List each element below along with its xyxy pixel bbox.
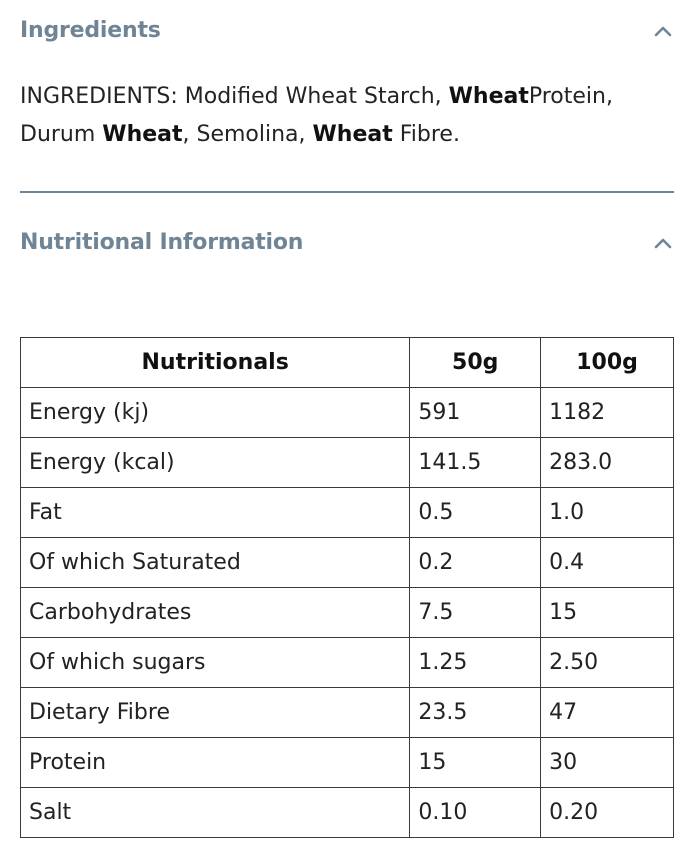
value-50g: 141.5 (409, 437, 542, 488)
ingredients-text-part: Protein, Durum (20, 84, 613, 147)
value-50g: 1.25 (409, 637, 542, 688)
table-row: Protein 15 30 (19, 737, 674, 788)
value-100g: 1.0 (540, 487, 674, 538)
value-50g: 23.5 (409, 687, 542, 738)
value-50g: 15 (409, 737, 542, 788)
section-divider (20, 191, 674, 193)
column-header: Nutritionals (19, 337, 411, 388)
ingredients-text: INGREDIENTS: Modified Wheat Starch, Whea… (20, 78, 674, 154)
nutrition-title: Nutritional Information (20, 230, 304, 255)
ingredients-title: Ingredients (20, 18, 161, 43)
nutrient-name: Energy (kj) (19, 387, 411, 438)
table-row: Of which Saturated 0.2 0.4 (19, 537, 674, 588)
value-100g: 15 (540, 587, 674, 638)
chevron-up-icon[interactable] (652, 228, 674, 258)
nutrition-accordion-header[interactable]: Nutritional Information (20, 228, 674, 258)
value-50g: 7.5 (409, 587, 542, 638)
chevron-up-icon[interactable] (652, 16, 674, 46)
value-50g: 591 (409, 387, 542, 438)
value-50g: 0.10 (409, 787, 542, 838)
value-100g: 0.20 (540, 787, 674, 838)
value-100g: 283.0 (540, 437, 674, 488)
value-50g: 0.5 (409, 487, 542, 538)
column-header: 100g (540, 337, 674, 388)
value-100g: 30 (540, 737, 674, 788)
table-header-row: Nutritionals 50g 100g (19, 337, 674, 388)
allergen-highlight: Wheat (102, 122, 183, 147)
table-row: Dietary Fibre 23.5 47 (19, 687, 674, 738)
nutrient-name: Of which Saturated (19, 537, 411, 588)
ingredients-text-part: Fibre. (392, 122, 460, 147)
table-row: Energy (kj) 591 1182 (19, 387, 674, 438)
nutrient-name: Fat (19, 487, 411, 538)
value-50g: 0.2 (409, 537, 542, 588)
ingredients-text-part: INGREDIENTS: Modified Wheat Starch, (20, 84, 449, 109)
value-100g: 0.4 (540, 537, 674, 588)
table-row: Carbohydrates 7.5 15 (19, 587, 674, 638)
allergen-highlight: Wheat (448, 84, 529, 109)
nutrient-name: Protein (19, 737, 411, 788)
nutrient-name: Carbohydrates (19, 587, 411, 638)
nutrition-table: Nutritionals 50g 100g Energy (kj) 591 11… (19, 337, 674, 838)
table-row: Fat 0.5 1.0 (19, 487, 674, 538)
value-100g: 1182 (540, 387, 674, 438)
table-row: Of which sugars 1.25 2.50 (19, 637, 674, 688)
ingredients-text-part: , Semolina, (182, 122, 313, 147)
ingredients-accordion-header[interactable]: Ingredients (20, 16, 674, 46)
value-100g: 2.50 (540, 637, 674, 688)
nutrient-name: Of which sugars (19, 637, 411, 688)
table-row: Energy (kcal) 141.5 283.0 (19, 437, 674, 488)
column-header: 50g (409, 337, 542, 388)
value-100g: 47 (540, 687, 674, 738)
allergen-highlight: Wheat (312, 122, 393, 147)
table-row: Salt 0.10 0.20 (19, 787, 674, 838)
nutrient-name: Energy (kcal) (19, 437, 411, 488)
nutrient-name: Salt (19, 787, 411, 838)
nutrient-name: Dietary Fibre (19, 687, 411, 738)
